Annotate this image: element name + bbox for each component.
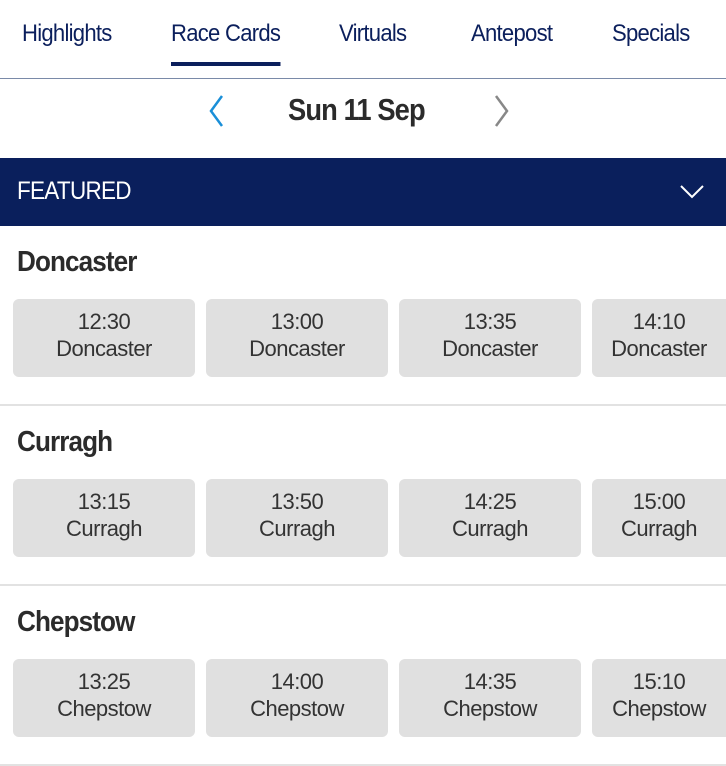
race-time: 13:35 xyxy=(463,309,517,334)
race-card-button[interactable]: 13:25 Chepstow xyxy=(13,659,195,737)
race-time: 12:30 xyxy=(77,309,131,334)
meeting-title: Chepstow xyxy=(17,606,135,638)
race-time: 13:25 xyxy=(77,669,131,694)
race-venue: Chepstow xyxy=(250,696,344,721)
featured-header[interactable]: FEATURED xyxy=(0,158,726,226)
race-venue: Chepstow xyxy=(443,696,537,721)
chevron-left-icon[interactable] xyxy=(206,94,226,128)
race-time: 15:10 xyxy=(632,669,686,694)
tab-race-cards[interactable]: Race Cards xyxy=(171,20,281,66)
selected-date: Sun 11 Sep xyxy=(288,92,426,127)
race-time: 13:15 xyxy=(77,489,131,514)
race-time: 14:25 xyxy=(463,489,517,514)
race-card-button[interactable]: 15:10 Chepstow xyxy=(592,659,726,737)
race-venue: Curragh xyxy=(452,516,528,541)
race-venue: Curragh xyxy=(259,516,335,541)
race-venue: Curragh xyxy=(621,516,697,541)
date-selector: Sun 11 Sep xyxy=(0,92,726,132)
meeting-section: Curragh 13:15 Curragh 13:50 Curragh 14:25 Curr… xyxy=(0,406,726,586)
race-card-button[interactable]: 14:00 Chepstow xyxy=(206,659,388,737)
race-venue: Doncaster xyxy=(249,336,345,361)
tab-specials[interactable]: Specials xyxy=(612,20,690,47)
race-venue: Curragh xyxy=(66,516,142,541)
race-card-button[interactable]: 13:35 Doncaster xyxy=(399,299,581,377)
race-venue: Chepstow xyxy=(612,696,706,721)
race-venue: Doncaster xyxy=(442,336,538,361)
meeting-title: Curragh xyxy=(17,426,113,458)
race-venue: Doncaster xyxy=(611,336,707,361)
tab-antepost[interactable]: Antepost xyxy=(471,20,553,47)
race-card-button[interactable]: 13:00 Doncaster xyxy=(206,299,388,377)
race-time: 14:35 xyxy=(463,669,517,694)
featured-label: FEATURED xyxy=(17,177,132,205)
chevron-down-icon[interactable] xyxy=(680,185,704,199)
race-time: 14:10 xyxy=(632,309,686,334)
tab-virtuals[interactable]: Virtuals xyxy=(339,20,407,47)
race-card-button[interactable]: 14:10 Doncaster xyxy=(592,299,726,377)
race-card-button[interactable]: 14:35 Chepstow xyxy=(399,659,581,737)
meeting-section: Chepstow 13:25 Chepstow 14:00 Chepstow 14:35 C… xyxy=(0,586,726,766)
meeting-title: Doncaster xyxy=(17,246,137,278)
race-time: 15:00 xyxy=(632,489,686,514)
race-time: 13:00 xyxy=(270,309,324,334)
race-venue: Doncaster xyxy=(56,336,152,361)
tab-highlights[interactable]: Highlights xyxy=(22,20,112,47)
race-card-button[interactable]: 13:15 Curragh xyxy=(13,479,195,557)
race-card-button[interactable]: 13:50 Curragh xyxy=(206,479,388,557)
race-time: 13:50 xyxy=(270,489,324,514)
race-card-button[interactable]: 15:00 Curragh xyxy=(592,479,726,557)
meeting-section: Doncaster 12:30 Doncaster 13:00 Doncaster 13:… xyxy=(0,226,726,406)
race-card-button[interactable]: 14:25 Curragh xyxy=(399,479,581,557)
race-venue: Chepstow xyxy=(57,696,151,721)
chevron-right-icon[interactable] xyxy=(492,94,512,128)
tab-bar: Highlights Race Cards Virtuals Antepost … xyxy=(0,0,726,79)
race-time: 14:00 xyxy=(270,669,324,694)
race-card-button[interactable]: 12:30 Doncaster xyxy=(13,299,195,377)
